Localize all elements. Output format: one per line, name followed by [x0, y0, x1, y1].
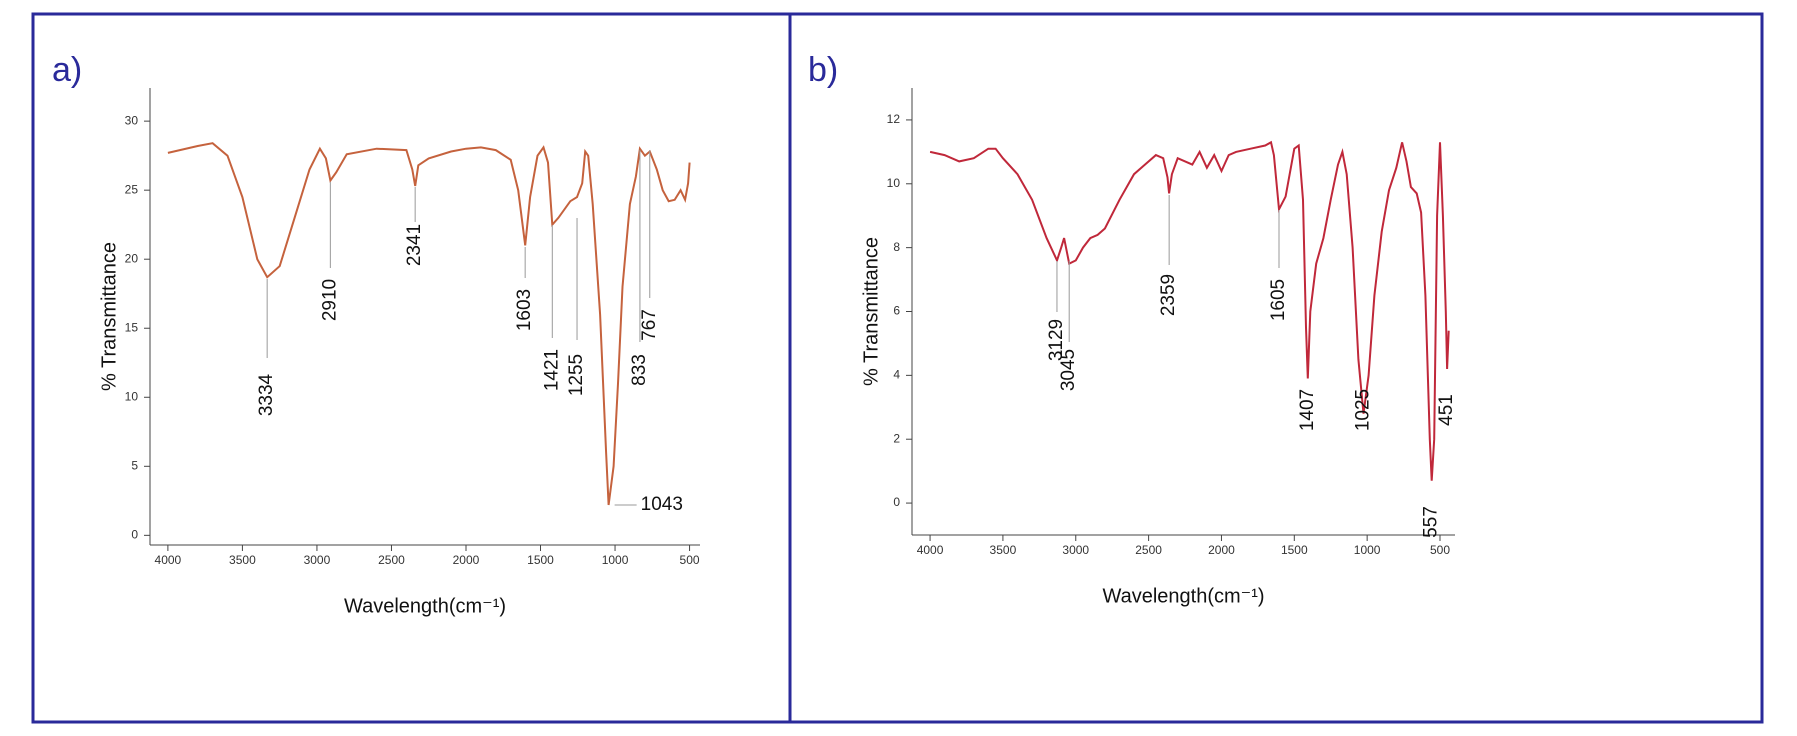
x-tick-label: 3500 [229, 553, 256, 567]
x-tick-label: 3500 [990, 543, 1017, 557]
y-tick-label: 10 [887, 176, 901, 190]
y-tick-label: 20 [125, 251, 139, 265]
peak-label: 1255 [566, 354, 587, 396]
x-tick-label: 500 [680, 553, 700, 567]
x-tick-label: 2000 [453, 553, 480, 567]
panel-title: a) [52, 51, 82, 89]
x-tick-label: 4000 [155, 553, 182, 567]
x-tick-label: 2500 [378, 553, 405, 567]
y-tick-label: 12 [887, 112, 901, 126]
peak-label: 1025 [1353, 389, 1374, 431]
x-tick-label: 3000 [304, 553, 331, 567]
y-tick-label: 25 [125, 182, 139, 196]
x-tick-label: 2000 [1208, 543, 1235, 557]
peak-label: 767 [639, 309, 660, 341]
x-tick-label: 500 [1430, 543, 1450, 557]
peak-label: 1407 [1297, 389, 1318, 431]
peak-label: 3129 [1046, 319, 1067, 361]
peak-label: 2341 [404, 224, 425, 266]
y-axis-label: % Transmittance [860, 237, 882, 386]
y-tick-label: 6 [893, 304, 900, 318]
x-tick-label: 1000 [1354, 543, 1381, 557]
peak-label: 1605 [1268, 279, 1289, 321]
y-tick-label: 15 [125, 320, 139, 334]
y-tick-label: 0 [131, 528, 138, 542]
y-tick-label: 10 [125, 389, 139, 403]
peak-label: 833 [629, 354, 650, 386]
y-tick-label: 30 [125, 113, 139, 127]
y-axis-label: % Transmittance [98, 242, 120, 391]
x-tick-label: 1000 [602, 553, 629, 567]
peak-label: 451 [1436, 394, 1457, 426]
panel-title: b) [808, 51, 838, 89]
y-tick-label: 4 [893, 368, 900, 382]
peak-label: 3045 [1058, 349, 1079, 391]
x-tick-label: 1500 [527, 553, 554, 567]
peak-label: 3334 [256, 373, 277, 416]
spectrum-line [167, 142, 691, 506]
peak-label: 1603 [514, 289, 535, 331]
x-tick-label: 4000 [917, 543, 944, 557]
x-tick-label: 2500 [1135, 543, 1162, 557]
y-tick-label: 0 [893, 495, 900, 509]
x-tick-label: 3000 [1062, 543, 1089, 557]
spectrum-line [929, 140, 1450, 481]
frame [31, 12, 1764, 724]
y-tick-label: 8 [893, 240, 900, 254]
peak-label: 2359 [1158, 274, 1179, 316]
peak-label: 1043 [641, 494, 683, 515]
y-tick-label: 2 [893, 431, 900, 445]
x-axis-label: Wavelength(cm⁻¹) [344, 595, 506, 617]
y-tick-label: 5 [131, 458, 138, 472]
peak-label: 1421 [541, 349, 562, 391]
x-axis-label: Wavelength(cm⁻¹) [1102, 585, 1264, 607]
peak-label: 557 [1421, 506, 1442, 538]
peak-label: 2910 [319, 279, 340, 321]
x-tick-label: 1500 [1281, 543, 1308, 557]
